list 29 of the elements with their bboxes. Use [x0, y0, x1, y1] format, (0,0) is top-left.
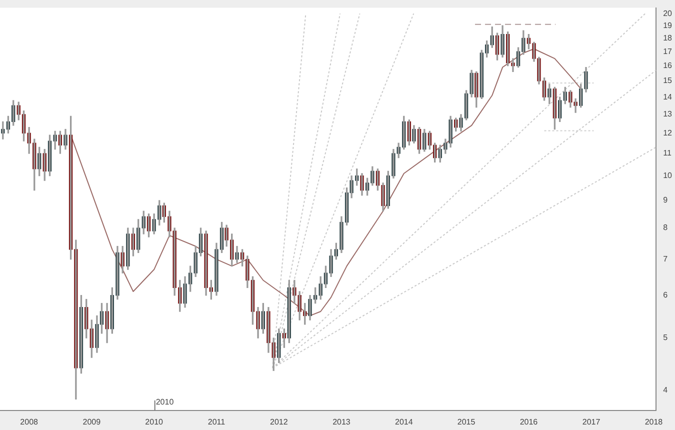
y-tick-label: 18	[663, 33, 673, 42]
x-tick-label: 2013	[332, 417, 351, 426]
y-tick-label: 16	[663, 61, 673, 70]
y-tick-label: 9	[663, 196, 668, 205]
y-tick-label: 10	[663, 171, 673, 180]
y-tick-label: 17	[663, 46, 673, 56]
x-tick-label: 2017	[582, 417, 601, 426]
x-tick-label: 2012	[270, 417, 288, 426]
x-tick-label: 2010	[145, 417, 164, 426]
x-tick-label: 2014	[394, 417, 414, 426]
x-tick-label: 2015	[457, 417, 476, 426]
x-tick-label: 2011	[208, 417, 226, 426]
x-tick-label: 2016	[520, 417, 538, 426]
y-tick-label: 11	[663, 148, 672, 158]
y-tick-label: 5	[663, 333, 668, 342]
y-tick-label: 7	[663, 254, 668, 264]
annotation: 2010	[156, 397, 174, 406]
y-tick-label: 19	[663, 20, 673, 30]
y-tick-label: 13	[663, 110, 673, 119]
x-tick-label: 2008	[20, 417, 39, 426]
y-tick-label: 8	[663, 223, 668, 232]
y-tick-label: 15	[663, 76, 673, 86]
y-tick-label: 20	[663, 8, 673, 18]
y-tick-label: 14	[663, 92, 673, 102]
x-tick-label: 2018	[644, 417, 664, 426]
y-tick-label: 6	[663, 290, 668, 300]
y-tick-label: 12	[663, 128, 673, 138]
y-tick-label: 4	[663, 385, 668, 394]
x-tick-label: 2009	[82, 417, 102, 426]
